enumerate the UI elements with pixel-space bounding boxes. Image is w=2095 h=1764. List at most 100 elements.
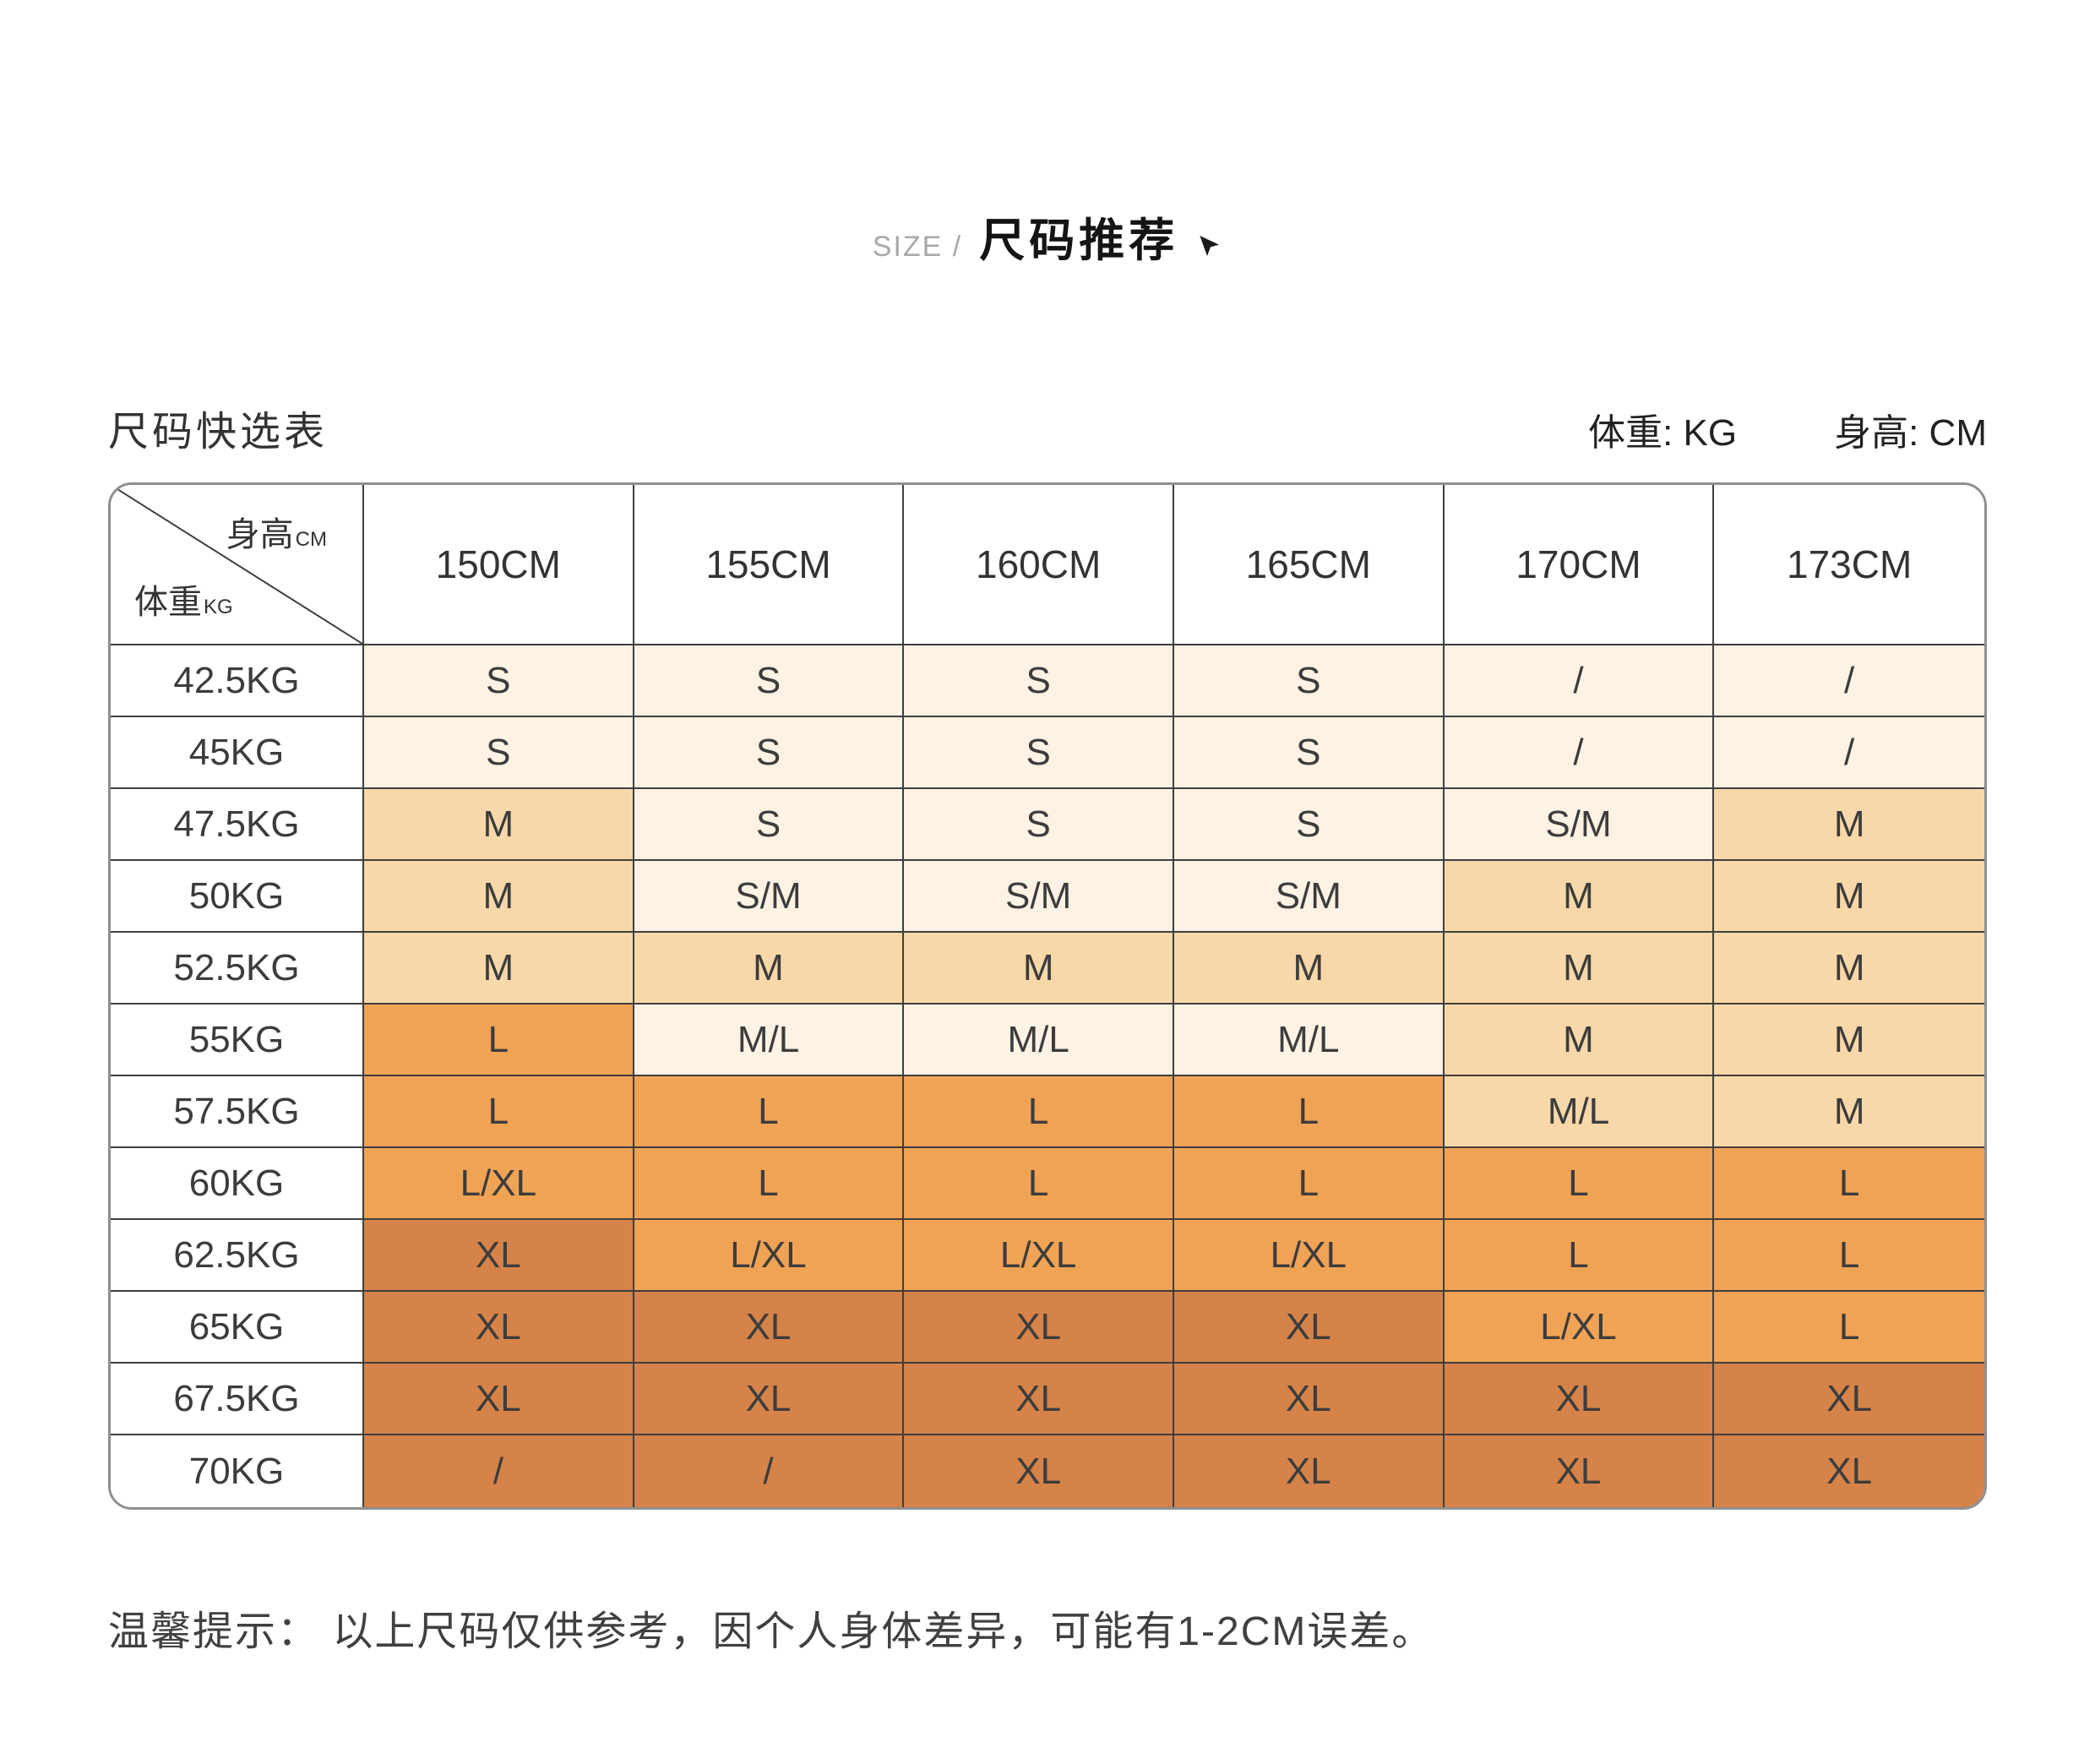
size-cell: M (904, 933, 1174, 1004)
size-cell: M/L (904, 1004, 1174, 1076)
size-cell: M/L (1444, 1076, 1715, 1148)
size-cell: XL (634, 1292, 905, 1364)
size-cell: XL (1173, 1435, 1445, 1507)
weight-row-header: 42.5KG (111, 645, 364, 717)
size-cell: XL (904, 1435, 1174, 1507)
size-cell: M (1444, 861, 1715, 933)
size-cell: / (1444, 645, 1715, 717)
size-cell: L (904, 1076, 1174, 1148)
size-cell: L (1714, 1148, 1984, 1220)
size-cell: M (1714, 1004, 1984, 1076)
height-column-header: 155CM (634, 485, 905, 645)
weight-row-header: 52.5KG (111, 933, 364, 1004)
size-cell: S (634, 789, 905, 861)
size-cell: L (1173, 1148, 1445, 1220)
size-cell: S (1173, 645, 1445, 717)
corner-weight-label: 体重 KG (134, 584, 233, 621)
size-cell: S/M (904, 861, 1174, 933)
size-cell: XL (904, 1364, 1174, 1435)
size-cell: S (364, 717, 634, 789)
size-cell: S (1173, 789, 1445, 861)
size-cell: XL (1173, 1364, 1445, 1435)
size-cell: L (364, 1004, 634, 1076)
weight-row-header: 62.5KG (111, 1220, 364, 1292)
size-cell: XL (364, 1292, 634, 1364)
size-cell: / (364, 1435, 634, 1507)
size-cell: M (1714, 861, 1984, 933)
height-column-header: 173CM (1714, 485, 1984, 645)
size-cell: M (1714, 933, 1984, 1004)
weight-unit-label: 体重: KG (1588, 412, 1738, 454)
size-cell: M (1173, 933, 1445, 1004)
size-cell: L (634, 1148, 905, 1220)
size-cell: L/XL (364, 1148, 634, 1220)
size-cell: XL (634, 1364, 905, 1435)
unit-labels: 体重: KG 身高: CM (1588, 402, 1987, 456)
size-cell: M (1444, 1004, 1715, 1076)
size-cell: S (904, 789, 1174, 861)
size-cell: M/L (1173, 1004, 1445, 1076)
size-cell: XL (1714, 1364, 1984, 1435)
weight-row-header: 55KG (111, 1004, 364, 1076)
weight-row-header: 60KG (111, 1148, 364, 1220)
height-column-header: 160CM (904, 485, 1174, 645)
size-cell: L (1714, 1220, 1984, 1292)
corner-height-label: 身高 CM (226, 516, 327, 553)
size-cell: L/XL (1444, 1292, 1715, 1364)
size-cell: M (1714, 789, 1984, 861)
size-cell: XL (1173, 1292, 1445, 1364)
size-cell: L (634, 1076, 905, 1148)
size-cell: S/M (1173, 861, 1445, 933)
size-cell: M (364, 861, 634, 933)
size-cell: XL (364, 1364, 634, 1435)
weight-row-header: 45KG (111, 717, 364, 789)
size-cell: S/M (634, 861, 905, 933)
weight-row-header: 50KG (111, 861, 364, 933)
size-cell: L/XL (904, 1220, 1174, 1292)
tip-text: 温馨提示： 以上尺码仅供参考，因个人身体差异，可能有1-2CM误差。 (108, 1609, 1434, 1654)
weight-row-header: 57.5KG (111, 1076, 364, 1148)
size-cell: L (1173, 1076, 1445, 1148)
weight-row-header: 65KG (111, 1292, 364, 1364)
size-table: 身高 CM 体重 KG 150CM 155CM 160CM 165CM 170CM 173CM 42… (108, 482, 1987, 1510)
size-cell: M/L (634, 1004, 905, 1076)
size-cell: L (1444, 1220, 1715, 1292)
size-cell: S/M (1444, 789, 1715, 861)
size-cell: XL (1714, 1435, 1984, 1507)
size-cell: / (1714, 717, 1984, 789)
size-cell: L/XL (1173, 1220, 1445, 1292)
size-cell: / (1714, 645, 1984, 717)
page-title: 尺码推荐 (979, 215, 1179, 266)
size-cell: XL (1444, 1435, 1715, 1507)
cursor-icon (1200, 236, 1220, 256)
size-cell: S (904, 717, 1174, 789)
size-cell: M (1714, 1076, 1984, 1148)
size-cell: M (634, 933, 905, 1004)
size-cell: L (364, 1076, 634, 1148)
height-unit-label: 身高: CM (1834, 412, 1987, 454)
height-column-header: 165CM (1173, 485, 1445, 645)
page-header: SIZE / 尺码推荐 (0, 0, 2095, 270)
table-title: 尺码快选表 (108, 410, 329, 455)
size-cell: S (634, 717, 905, 789)
size-cell: L (1714, 1292, 1984, 1364)
weight-row-header: 70KG (111, 1435, 364, 1507)
size-label: SIZE / (872, 231, 963, 263)
diagonal-line (111, 485, 362, 644)
size-cell: XL (1444, 1364, 1715, 1435)
size-cell: L/XL (634, 1220, 905, 1292)
size-cell: L (1444, 1148, 1715, 1220)
size-cell: S (364, 645, 634, 717)
size-cell: M (364, 789, 634, 861)
size-cell: S (904, 645, 1174, 717)
weight-row-header: 67.5KG (111, 1364, 364, 1435)
size-cell: S (1173, 717, 1445, 789)
size-cell: / (1444, 717, 1715, 789)
size-cell: / (634, 1435, 905, 1507)
height-column-header: 150CM (364, 485, 634, 645)
size-cell: XL (904, 1292, 1174, 1364)
size-cell: M (1444, 933, 1715, 1004)
size-recommendation-page: SIZE / 尺码推荐 尺码快选表 体重: KG 身高: CM 身高 CM 体重 KG… (0, 0, 2095, 1654)
table-caption-row: 尺码快选表 体重: KG 身高: CM (108, 398, 1987, 457)
weight-row-header: 47.5KG (111, 789, 364, 861)
